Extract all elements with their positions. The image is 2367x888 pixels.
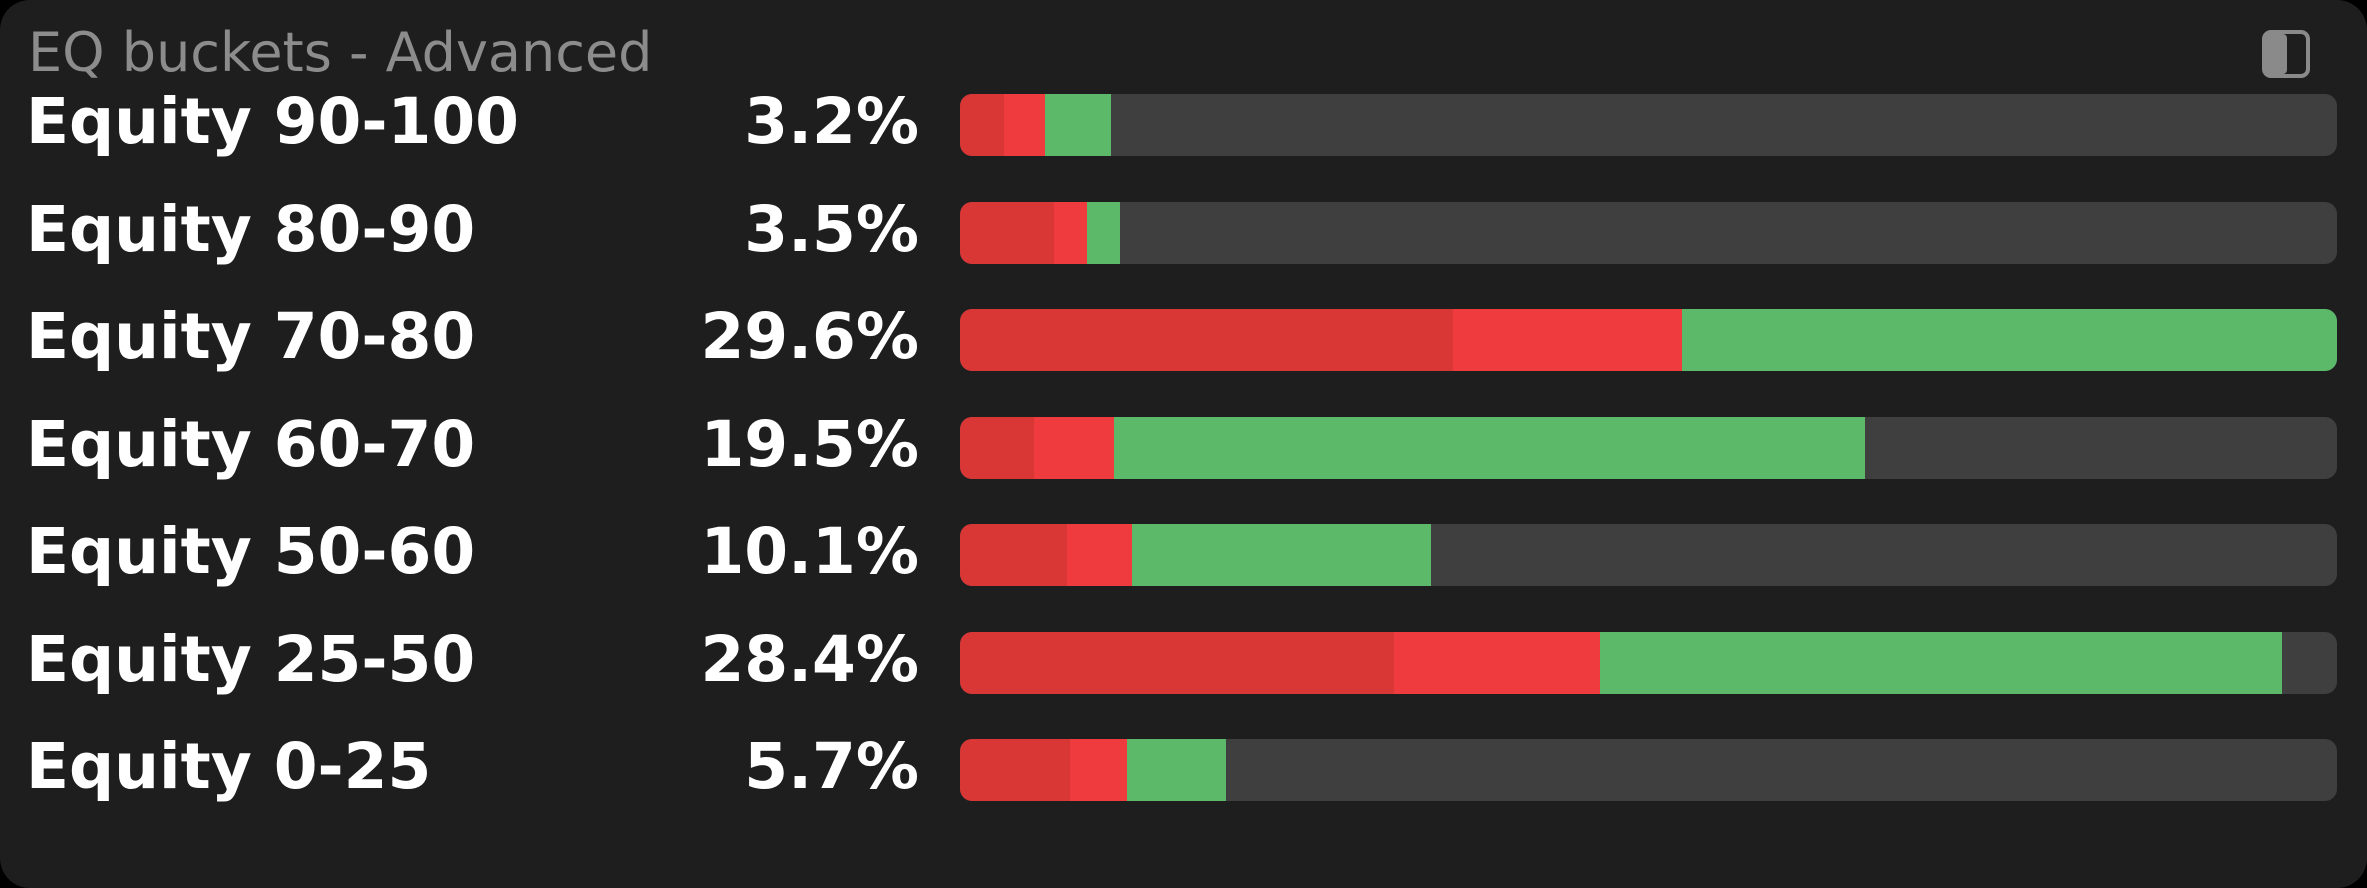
bucket-bar — [960, 201, 2337, 264]
bucket-percent: 19.5% — [700, 407, 919, 481]
bucket-row[interactable]: Equity 25-50 28.4% — [0, 623, 2367, 696]
bucket-percent: 3.2% — [744, 85, 919, 158]
bucket-row[interactable]: Equity 0-25 5.7% — [0, 730, 2367, 803]
bucket-row[interactable]: Equity 90-100 3.2% — [0, 85, 2367, 158]
win-segment — [1045, 94, 1112, 156]
bucket-bar — [960, 94, 2337, 156]
win-segment — [1132, 524, 1431, 586]
bucket-label: Equity 0-25 — [26, 730, 432, 803]
loss-segment — [960, 201, 1054, 264]
bucket-row[interactable]: Equity 50-60 10.1% — [0, 515, 2367, 588]
bucket-label: Equity 90-100 — [26, 85, 520, 158]
risk-segment — [1034, 416, 1115, 479]
loss-segment — [960, 739, 1071, 801]
loss-segment — [960, 524, 1068, 586]
win-segment — [1600, 631, 2282, 694]
bucket-label: Equity 25-50 — [26, 622, 476, 696]
bucket-label: Equity 50-60 — [26, 515, 476, 588]
bucket-row[interactable]: Equity 60-70 19.5% — [0, 408, 2367, 481]
bucket-bar — [960, 631, 2337, 694]
loss-segment — [960, 631, 1394, 694]
risk-segment — [1070, 739, 1127, 801]
win-segment — [1681, 309, 2337, 371]
bucket-label: Equity 70-80 — [26, 300, 476, 373]
sidebar-panel-icon[interactable] — [2262, 30, 2310, 78]
bucket-bar — [960, 524, 2337, 586]
bucket-bar — [960, 309, 2337, 371]
panel-title: EQ buckets - Advanced — [28, 21, 653, 84]
win-segment — [1086, 201, 1120, 264]
bucket-bar — [960, 416, 2337, 479]
risk-segment — [1067, 524, 1133, 586]
risk-segment — [1004, 94, 1046, 156]
bucket-row[interactable]: Equity 70-80 29.6% — [0, 300, 2367, 373]
risk-segment — [1452, 309, 1682, 371]
bucket-bar — [960, 739, 2337, 801]
bucket-percent: 3.5% — [744, 192, 919, 266]
bucket-percent: 5.7% — [744, 730, 919, 803]
risk-segment — [1393, 631, 1601, 694]
bucket-row[interactable]: Equity 80-90 3.5% — [0, 193, 2367, 266]
bucket-label: Equity 80-90 — [26, 192, 476, 266]
loss-segment — [960, 416, 1035, 479]
win-segment — [1126, 739, 1226, 801]
loss-segment — [960, 309, 1453, 371]
win-segment — [1114, 416, 1865, 479]
bucket-percent: 29.6% — [700, 300, 919, 373]
risk-segment — [1053, 201, 1087, 264]
loss-segment — [960, 94, 1005, 156]
bucket-label: Equity 60-70 — [26, 407, 476, 481]
bucket-percent: 28.4% — [700, 622, 919, 696]
bucket-percent: 10.1% — [700, 515, 919, 588]
